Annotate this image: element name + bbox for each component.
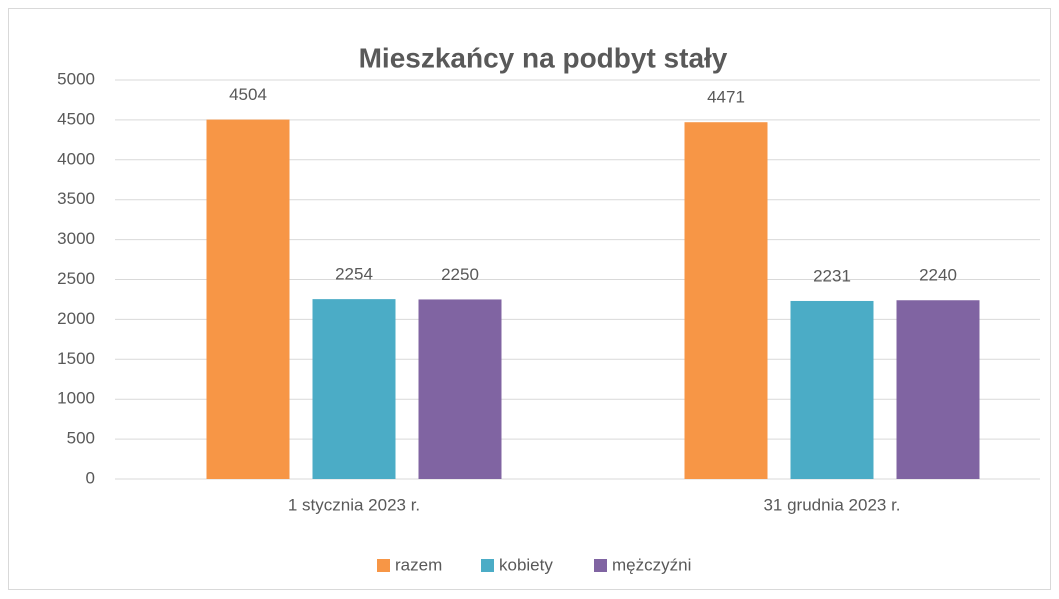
bar xyxy=(684,122,768,479)
y-tick-label: 0 xyxy=(86,468,95,487)
x-tick-label: 31 grudnia 2023 r. xyxy=(763,495,900,514)
y-tick-label: 3500 xyxy=(57,189,95,208)
data-label: 2250 xyxy=(441,265,479,284)
y-tick-label: 1500 xyxy=(57,349,95,368)
chart-title: Mieszkańcy na podbyt stały xyxy=(359,42,728,73)
y-tick-label: 2000 xyxy=(57,309,95,328)
chart-border xyxy=(8,8,1051,590)
legend-label: mężczyźni xyxy=(612,555,691,574)
data-label: 4471 xyxy=(707,88,745,107)
data-label: 4504 xyxy=(229,85,267,104)
data-label: 2231 xyxy=(813,266,851,285)
legend-swatch xyxy=(377,559,390,572)
bar xyxy=(418,299,502,479)
bar xyxy=(790,300,874,479)
bar xyxy=(896,300,980,479)
y-tick-label: 4000 xyxy=(57,149,95,168)
legend-label: razem xyxy=(395,555,442,574)
legend-label: kobiety xyxy=(499,555,553,574)
y-tick-label: 5000 xyxy=(57,69,95,88)
data-label: 2254 xyxy=(335,265,373,284)
y-tick-label: 500 xyxy=(67,429,95,448)
legend-swatch xyxy=(594,559,607,572)
data-label: 2240 xyxy=(919,266,957,285)
y-tick-label: 4500 xyxy=(57,109,95,128)
y-tick-label: 2500 xyxy=(57,269,95,288)
legend-swatch xyxy=(481,559,494,572)
y-tick-label: 1000 xyxy=(57,389,95,408)
bar xyxy=(206,119,290,479)
x-tick-label: 1 stycznia 2023 r. xyxy=(288,495,420,514)
y-tick-label: 3000 xyxy=(57,229,95,248)
bar xyxy=(312,299,396,479)
